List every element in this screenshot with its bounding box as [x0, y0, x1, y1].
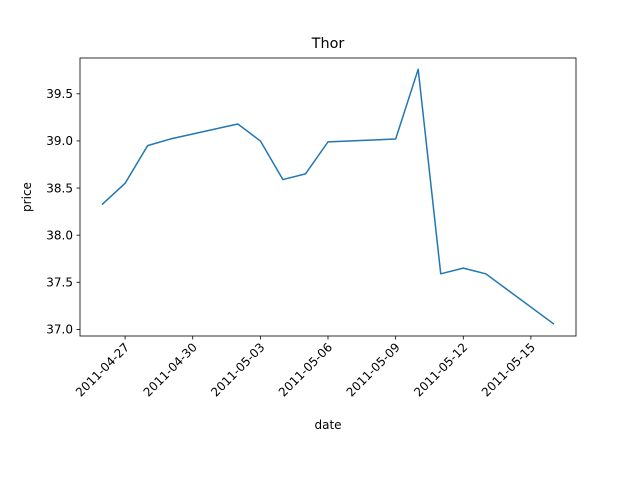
x-tick-label: 2011-05-12 — [411, 340, 470, 399]
x-axis: 2011-04-27 2011-04-30 2011-05-03 2011-05-06… — [73, 336, 538, 399]
y-tick-label: 37.0 — [46, 323, 73, 337]
y-tick-label: 39.5 — [46, 87, 73, 101]
plot-frame — [79, 57, 577, 337]
x-tick-label: 2011-05-06 — [276, 340, 335, 399]
y-tick-label: 38.0 — [46, 228, 73, 242]
x-tick-label: 2011-04-30 — [141, 340, 200, 399]
series-line — [101, 68, 555, 325]
series-layer — [101, 68, 555, 325]
y-tick-label: 37.5 — [46, 276, 73, 290]
y-tick-label: 38.5 — [46, 181, 73, 195]
x-tick-label: 2011-04-27 — [73, 340, 132, 399]
y-axis: 37.0 37.5 38.0 38.5 39.0 39.5 — [46, 87, 80, 337]
x-tick-label: 2011-05-15 — [479, 340, 538, 399]
x-tick-label: 2011-05-09 — [344, 340, 403, 399]
x-tick-label: 2011-05-03 — [208, 340, 267, 399]
chart-title: Thor — [311, 36, 345, 52]
x-axis-label: date — [314, 418, 341, 432]
y-tick-label: 39.0 — [46, 134, 73, 148]
y-axis-label: price — [20, 182, 34, 212]
